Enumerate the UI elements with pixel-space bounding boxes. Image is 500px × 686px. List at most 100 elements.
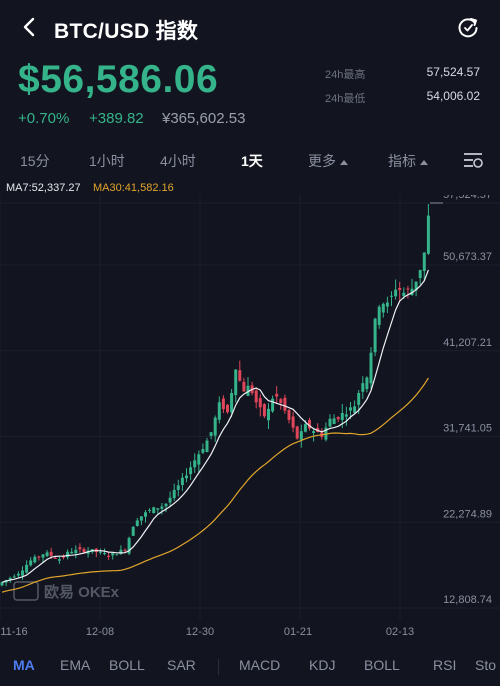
tab-4h[interactable]: 4小时: [160, 153, 196, 169]
low-label: 24h最低: [325, 93, 366, 105]
candle-body: [357, 392, 361, 405]
x-tick-label: 12-30: [186, 626, 214, 638]
y-tick-label: 12,808.74: [443, 594, 492, 606]
tab-indicators[interactable]: 指标: [388, 151, 428, 171]
candle-body: [267, 408, 270, 421]
candle-body: [21, 570, 24, 576]
candle-body: [303, 424, 307, 432]
tab-1h[interactable]: 1小时: [89, 153, 125, 169]
candle-body: [283, 397, 287, 411]
candle-body: [287, 410, 291, 420]
x-tick-label: 11-16: [0, 626, 27, 638]
last-price: $56,586.06: [18, 58, 219, 101]
high-label: 24h最高: [325, 69, 366, 81]
candle-body: [394, 289, 398, 297]
candle-body: [361, 383, 365, 392]
candle-body: [377, 306, 381, 325]
candle-body: [332, 418, 336, 425]
candle-body: [25, 564, 29, 573]
candle-body: [123, 549, 127, 551]
tab-1d[interactable]: 1天: [241, 153, 263, 169]
candle-body: [78, 547, 82, 550]
indicator-ma[interactable]: MA: [13, 657, 35, 673]
candle-body: [336, 417, 340, 420]
candle-body: [308, 420, 311, 429]
tab-more[interactable]: 更多: [308, 151, 348, 171]
timeframe-bar: 15分 1小时 4小时 1天 更多 指标: [0, 146, 500, 174]
indicator-stoch[interactable]: Sto: [475, 657, 497, 673]
candle-body: [189, 467, 193, 475]
candle-body: [45, 552, 49, 556]
ma30-legend: MA30:41,582.16: [93, 182, 174, 194]
candle-body: [205, 440, 209, 453]
candle-body: [119, 549, 123, 555]
watermark-logo-icon: [13, 581, 39, 601]
candlestick-chart[interactable]: 欧易 OKEx 57,524.57 50,673.37 41,207.21 31,74…: [0, 195, 500, 645]
candle-body: [164, 503, 168, 507]
chevron-left-icon[interactable]: [18, 12, 42, 42]
candle-body: [172, 489, 176, 499]
candle-body: [193, 460, 197, 468]
indicator-rsi[interactable]: RSI: [433, 657, 457, 673]
candle-body: [246, 385, 250, 396]
candle-body: [369, 352, 373, 384]
candle-body: [373, 318, 377, 353]
indicator-divider: [218, 659, 219, 675]
y-tick-label: 50,673.37: [443, 251, 492, 263]
tab-more-label: 更多: [308, 153, 336, 169]
candle-body: [422, 252, 426, 271]
y-tick-label: 31,741.05: [443, 423, 492, 435]
candle-body: [201, 449, 205, 453]
candle-body: [312, 431, 316, 434]
chart-settings-icon[interactable]: [462, 151, 484, 169]
candle-body: [291, 416, 295, 428]
candle-body: [185, 475, 188, 479]
candle-body: [176, 485, 180, 490]
indicator-boll[interactable]: BOLL: [109, 657, 145, 673]
y-tick-label: 41,207.21: [443, 337, 492, 349]
candle-body: [299, 431, 303, 440]
watermark: 欧易 OKEx: [13, 581, 120, 601]
indicator-ema[interactable]: EMA: [60, 657, 91, 673]
candle-body: [152, 507, 156, 514]
tab-indicators-label: 指标: [388, 153, 416, 169]
cny-price: ¥365,602.53: [162, 110, 246, 127]
candle-body: [168, 497, 172, 503]
candle-body: [402, 292, 406, 297]
candle-body: [148, 509, 152, 511]
candle-body: [66, 551, 70, 558]
candle-body: [74, 549, 78, 554]
candle-body: [213, 417, 217, 436]
indicator-boll-sub[interactable]: BOLL: [364, 657, 400, 673]
candle-body: [57, 559, 61, 561]
tab-15m[interactable]: 15分: [20, 153, 50, 169]
candle-body: [53, 557, 57, 559]
indicator-macd[interactable]: MACD: [239, 657, 281, 673]
ma30-line: [1, 377, 429, 593]
candle-body: [279, 399, 283, 403]
candle-body: [262, 404, 266, 417]
change-percent: +0.70%: [18, 110, 70, 127]
candle-body: [8, 577, 12, 580]
candle-body: [344, 414, 348, 417]
candle-body: [390, 295, 393, 297]
indicator-sar[interactable]: SAR: [167, 657, 196, 673]
candle-body: [127, 537, 131, 554]
candle-body: [33, 556, 37, 563]
candle-body: [135, 520, 139, 526]
ma7-legend: MA7:52,337.27: [6, 182, 81, 194]
candle-body: [197, 454, 201, 465]
candle-body: [418, 270, 422, 279]
candle-body: [0, 582, 4, 586]
refresh-icon[interactable]: [455, 14, 481, 40]
candle-body: [217, 402, 221, 420]
candle-body: [37, 556, 41, 558]
indicator-kdj[interactable]: KDJ: [309, 657, 336, 673]
candle-body: [29, 560, 33, 566]
y-axis-labels: 57,524.57 50,673.37 41,207.21 31,741.05 22,2…: [443, 195, 492, 606]
caret-up-icon: [420, 160, 428, 165]
candle-body: [12, 576, 16, 578]
x-axis-labels: 11-16 12-08 12-30 01-21 02-13: [0, 626, 414, 638]
candle-body: [238, 370, 242, 381]
x-tick-label: 01-21: [284, 626, 312, 638]
